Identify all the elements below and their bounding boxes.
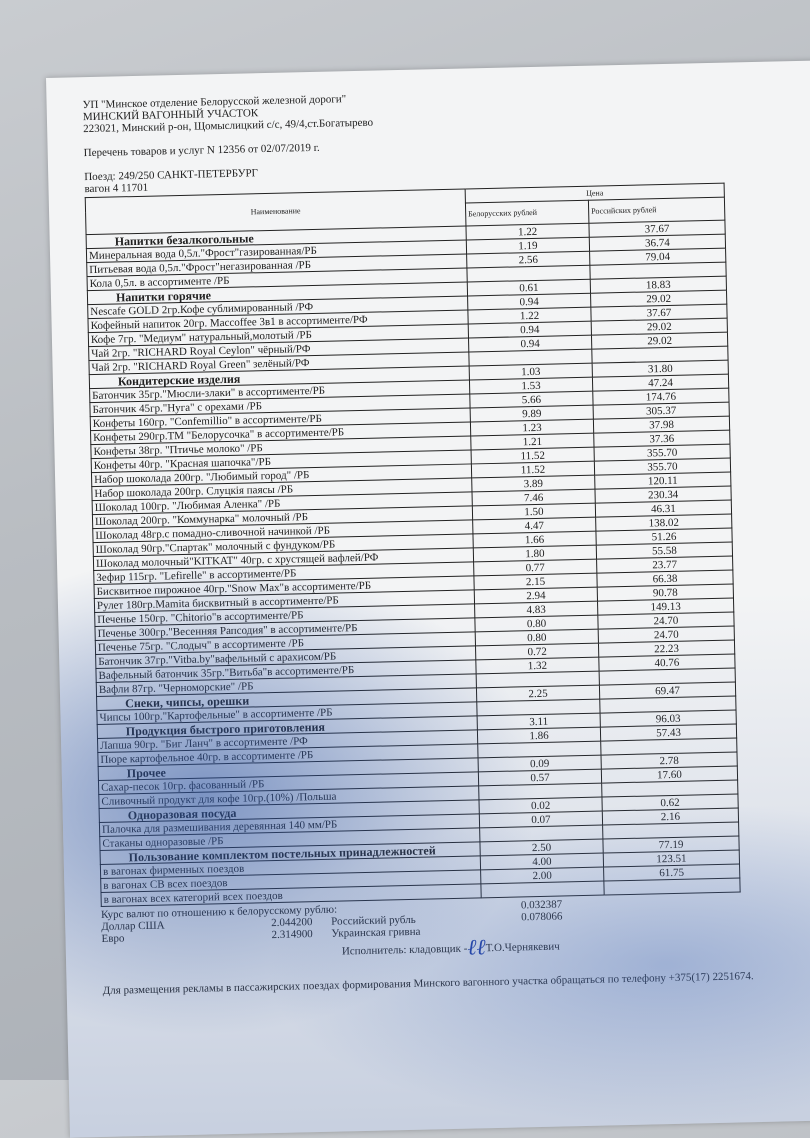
price-byn [480, 881, 605, 898]
ad-notice: Для размещения рекламы в пассажирских по… [102, 970, 754, 997]
col-byn: Белорусских рублей [465, 200, 589, 227]
uah-label: Украинская гривна [331, 925, 421, 940]
executor-name: Т.О.Чернякевич [485, 940, 560, 955]
eur-value: 2.314900 [271, 928, 313, 942]
rate-value: 0.032387 [520, 898, 563, 912]
eur-label: Евро [101, 932, 125, 945]
rub-value: 0.078066 [521, 910, 563, 924]
price-rub [603, 877, 741, 896]
price-table: Наименование Цена Белорусских рублей Рос… [85, 183, 741, 907]
document-header: УП "Минское отделение Белорусской железн… [82, 84, 735, 195]
signature: ℓℓ [467, 935, 486, 961]
executor: Исполнитель: кладовщик - [341, 942, 468, 958]
document-sheet: УП "Минское отделение Белорусской железн… [46, 60, 810, 1138]
col-rub: Российских рублей [588, 197, 725, 224]
footer: Курс валют по отношению к белорусскому р… [101, 894, 754, 997]
